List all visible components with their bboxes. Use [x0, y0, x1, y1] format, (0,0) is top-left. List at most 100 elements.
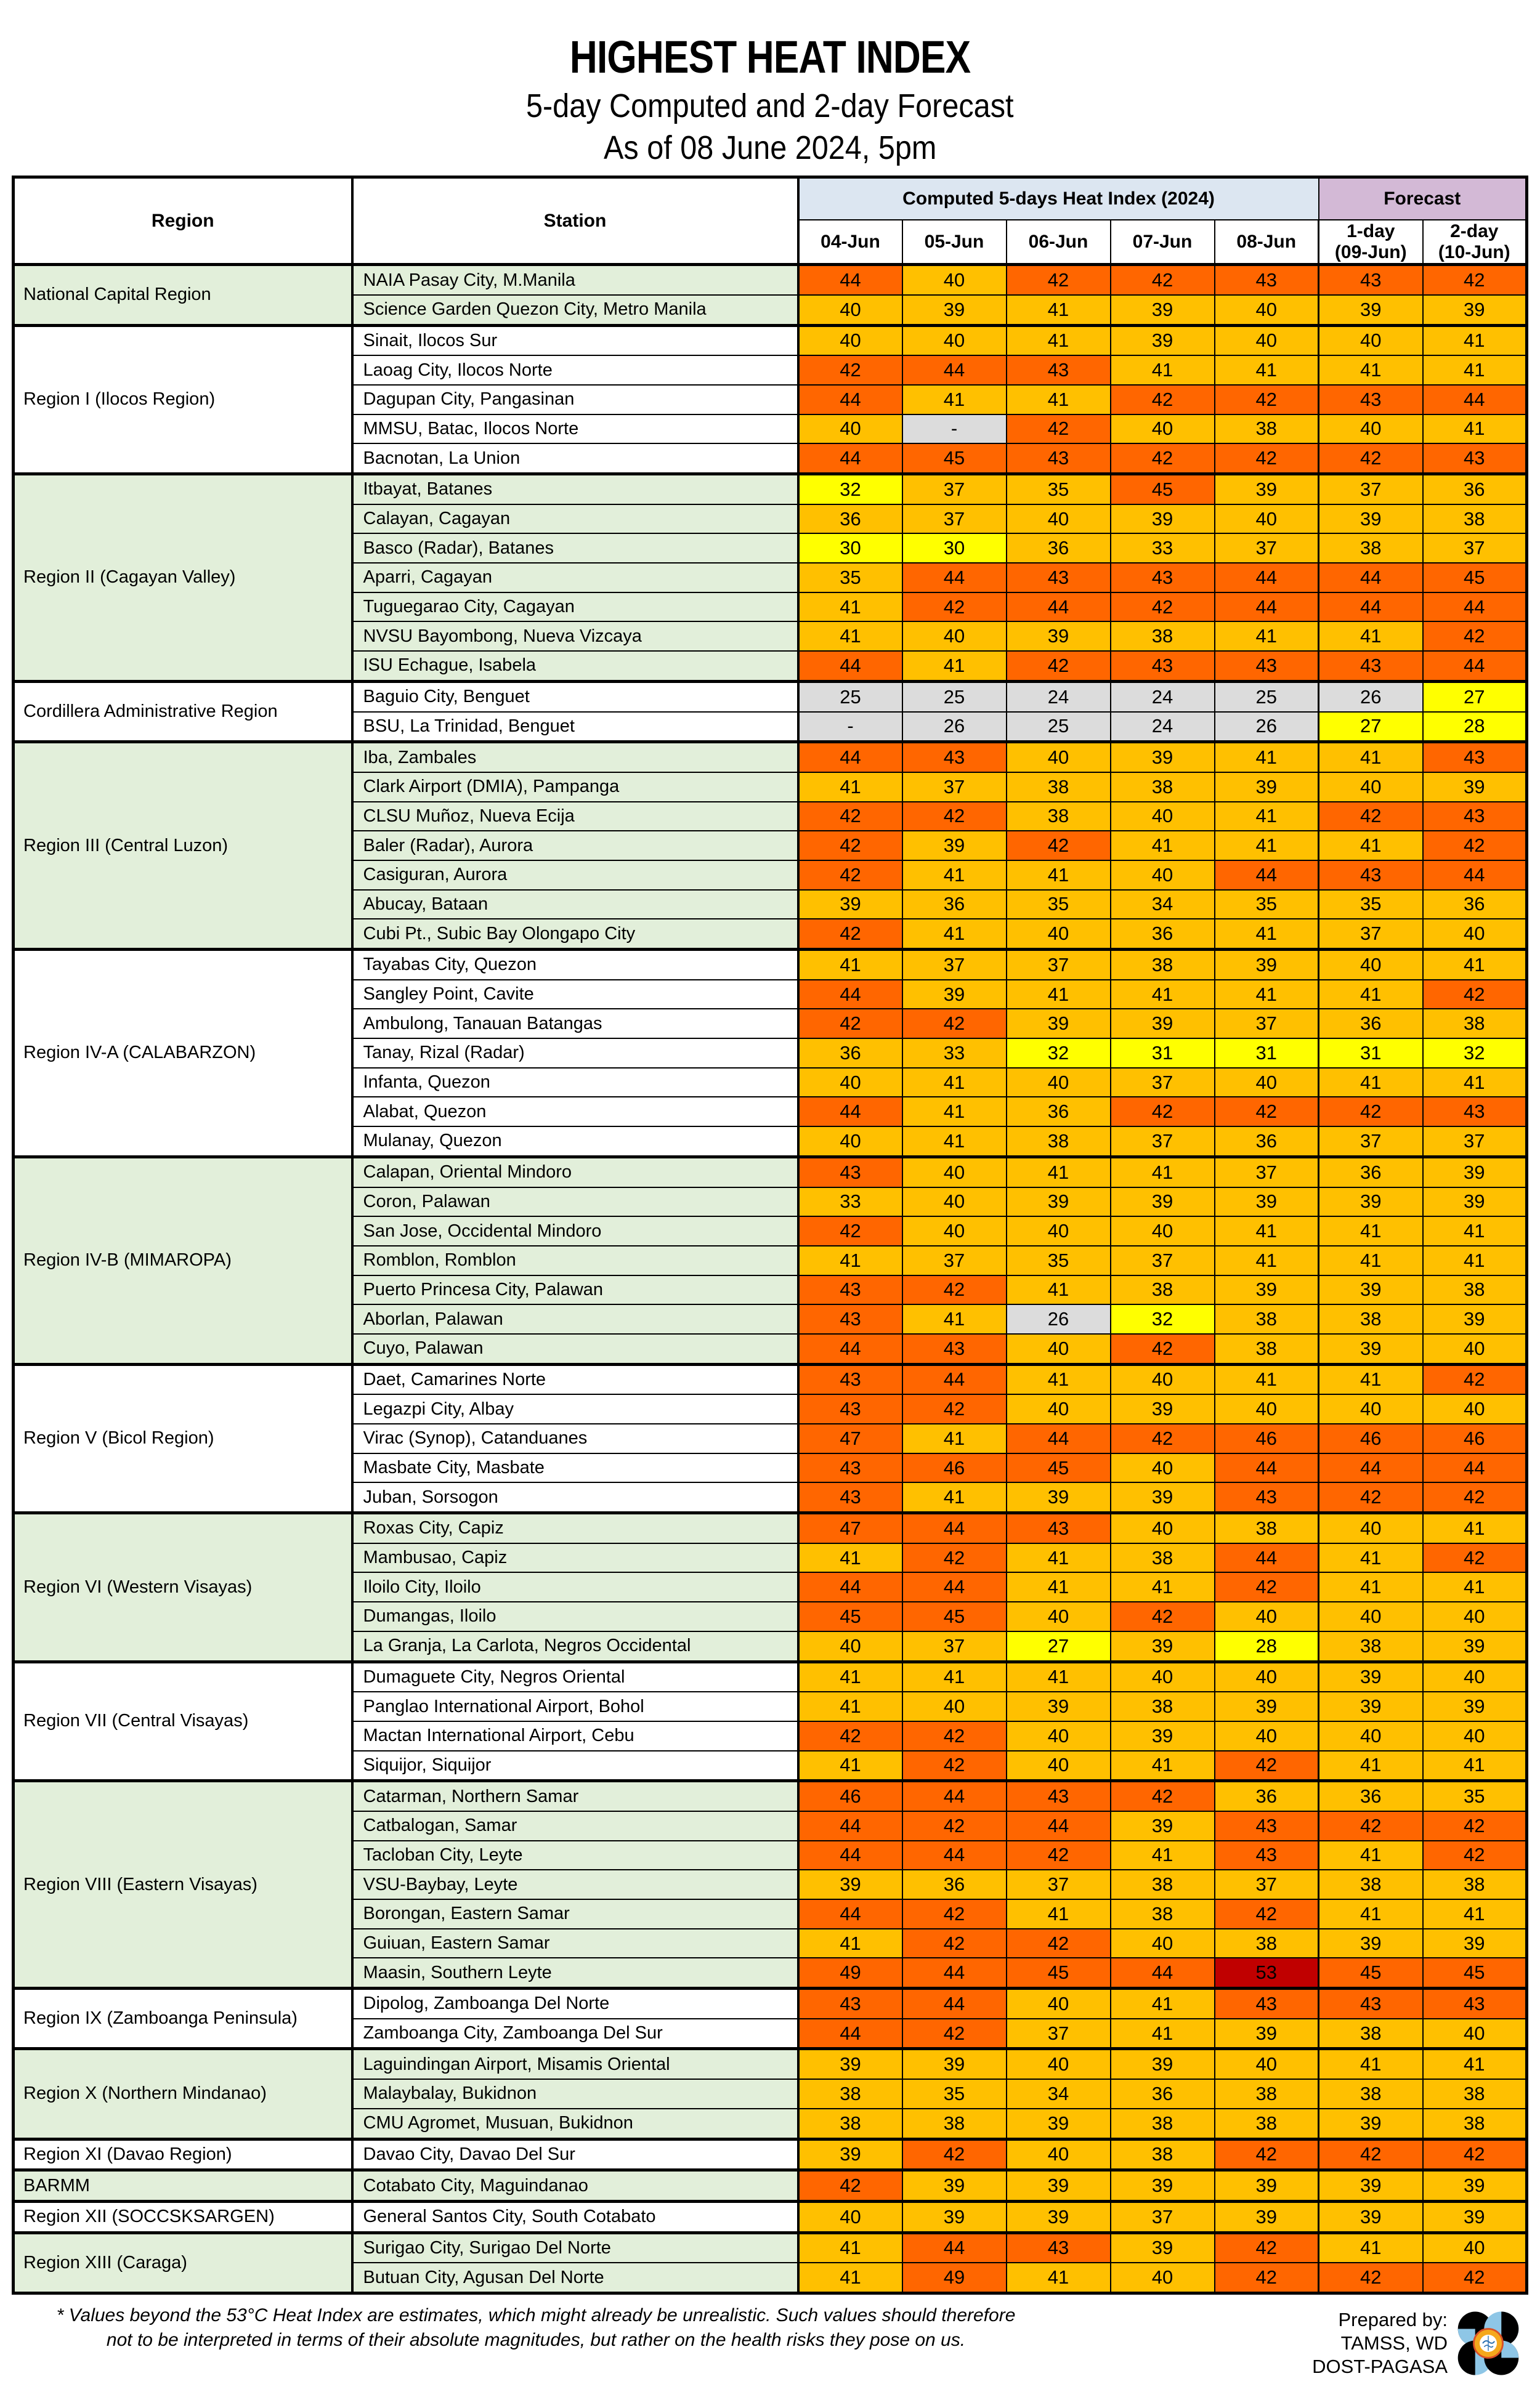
heat-index-value-cell: 37 [1422, 533, 1528, 564]
table-body: National Capital Region NAIA Pasay City, … [12, 263, 1528, 2294]
table-row: Siquijor, Siquijor 41 42 40 41 42 41 41 [14, 1750, 1528, 1782]
station-cell: Siquijor, Siquijor [351, 1750, 800, 1782]
heat-index-value-cell: 35 [1318, 889, 1424, 920]
heat-index-value-cell: 42 [1109, 591, 1215, 623]
heat-index-value-cell: 42 [901, 2018, 1007, 2050]
table-row: Catbalogan, Samar 44 42 44 39 43 42 42 [14, 1810, 1528, 1841]
heat-index-value-cell: 53 [1214, 1957, 1319, 1989]
heat-index-value-cell: - [796, 711, 903, 743]
heat-index-value-cell: 42 [1109, 263, 1215, 296]
heat-index-value-cell: 43 [796, 1274, 903, 1306]
table-row: Masbate City, Masbate 43 46 45 40 44 44 44 [14, 1452, 1528, 1484]
table-row: Region III (Central Luzon) Iba, Zambales 4… [12, 740, 1528, 950]
heat-index-value-cell: 39 [1109, 1810, 1215, 1841]
table-row: Casiguran, Aurora 42 41 41 40 44 43 44 [14, 859, 1528, 891]
station-cell: Tuguegarao City, Cagayan [351, 591, 800, 623]
heat-index-value-cell: 41 [1422, 1511, 1528, 1544]
table-row: Baler (Radar), Aurora 42 39 42 41 41 41 42 [14, 830, 1528, 861]
heat-index-value-cell: 39 [1005, 621, 1111, 652]
heat-index-value-cell: 42 [1109, 384, 1215, 415]
table-row: CMU Agromet, Musuan, Bukidnon 38 38 39 38 38 3… [14, 2107, 1528, 2140]
heat-index-value-cell: 44 [901, 1957, 1007, 1989]
heat-index-value-cell: 38 [1214, 1333, 1319, 1365]
station-cell: General Santos City, South Cotabato [351, 2199, 800, 2234]
heat-index-value-cell: 42 [796, 801, 903, 832]
table-row: Alabat, Quezon 44 41 36 42 42 42 43 [14, 1096, 1528, 1128]
heat-index-value-cell: 42 [1422, 2137, 1528, 2171]
heat-index-value-cell: 40 [1422, 1720, 1528, 1751]
heat-index-value-cell: 40 [796, 323, 903, 357]
heat-index-value-cell: 37 [1214, 1008, 1319, 1040]
heat-index-value-cell: 42 [1422, 1482, 1528, 1514]
station-cell: Science Garden Quezon City, Metro Manila [351, 294, 800, 326]
heat-index-value-cell: 43 [796, 1987, 903, 2019]
table-row: ISU Echague, Isabela 44 41 42 43 43 43 44 [14, 650, 1528, 682]
heat-index-value-cell: 38 [1109, 621, 1215, 652]
heat-index-value-cell: 39 [1318, 2168, 1424, 2202]
heat-index-value-cell: 40 [1318, 1394, 1424, 1424]
heat-index-value-cell: 40 [901, 1155, 1007, 1188]
heat-index-value-cell: 24 [1109, 679, 1215, 713]
region-cell: Region IX (Zamboanga Peninsula) [12, 1987, 354, 2050]
heat-index-value-cell: 39 [1422, 2168, 1528, 2202]
heat-index-value-cell: 38 [1109, 1274, 1215, 1306]
heat-index-value-cell: 41 [901, 1067, 1007, 1098]
station-cell: Clark Airport (DMIA), Pampanga [351, 771, 800, 802]
table-row: VSU-Baybay, Leyte 39 36 37 38 37 38 38 [14, 1869, 1528, 1900]
heat-index-value-cell: 40 [1214, 2047, 1319, 2080]
heat-index-value-cell: 27 [1422, 679, 1528, 713]
heat-index-value-cell: 42 [1005, 263, 1111, 296]
heat-index-value-cell: 40 [1109, 1928, 1215, 1959]
heat-index-value-cell: 40 [1109, 413, 1215, 445]
heat-index-value-cell: 39 [1422, 771, 1528, 802]
station-cell: Dagupan City, Pangasinan [351, 384, 800, 415]
heat-index-value-cell: 42 [901, 1928, 1007, 1959]
station-cell: Dumaguete City, Negros Oriental [351, 1660, 800, 1693]
heat-index-value-cell: 36 [1109, 918, 1215, 950]
station-cell: Iba, Zambales [351, 740, 800, 773]
heat-index-value-cell: 32 [1005, 1038, 1111, 1069]
heat-index-value-cell: 39 [796, 1869, 903, 1900]
heat-index-value-cell: 41 [1109, 1987, 1215, 2019]
heat-index-value-cell: 38 [1005, 801, 1111, 832]
heat-index-value-cell: 42 [901, 1274, 1007, 1306]
heat-index-value-cell: 38 [901, 2107, 1007, 2140]
heat-index-value-cell: 43 [1214, 1810, 1319, 1841]
table-row: Ambulong, Tanauan Batangas 42 42 39 39 37 36 38 [14, 1008, 1528, 1040]
heat-index-value-cell: 39 [1214, 771, 1319, 802]
heat-index-value-cell: 28 [1422, 711, 1528, 743]
heat-index-value-cell: 42 [1214, 1899, 1319, 1929]
heat-index-value-cell: 42 [1109, 1333, 1215, 1365]
station-column-header: Station [351, 176, 800, 266]
heat-index-value-cell: 42 [1422, 263, 1528, 296]
heat-index-value-cell: 39 [1422, 2199, 1528, 2234]
heat-index-value-cell: 46 [1214, 1423, 1319, 1454]
heat-index-value-cell: 38 [1422, 1869, 1528, 1900]
station-cell: Panglao International Airport, Bohol [351, 1691, 800, 1722]
heat-index-value-cell: 42 [901, 1899, 1007, 1929]
heat-index-value-cell: 44 [1005, 1810, 1111, 1841]
station-cell: Puerto Princesa City, Palawan [351, 1274, 800, 1306]
table-row: Abucay, Bataan 39 36 35 34 35 35 36 [14, 889, 1528, 920]
heat-index-value-cell: 41 [1109, 1572, 1215, 1603]
heat-index-value-cell: 41 [901, 1482, 1007, 1514]
table-row: Region V (Bicol Region) Daet, Camarines N… [12, 1362, 1528, 1514]
heat-index-value-cell: 42 [796, 859, 903, 891]
heat-index-value-cell: 41 [1005, 294, 1111, 326]
table-row: Infanta, Quezon 40 41 40 37 40 41 41 [14, 1067, 1528, 1098]
heat-index-value-cell: 41 [1005, 1542, 1111, 1574]
heat-index-value-cell: 40 [1005, 2047, 1111, 2080]
heat-index-value-cell: 38 [1318, 2018, 1424, 2050]
table-row: BARMM Cotabato City, Maguindanao 42 39 39 39 3… [12, 2168, 1528, 2202]
station-cell: Romblon, Romblon [351, 1245, 800, 1276]
heat-index-value-cell: 40 [1318, 323, 1424, 357]
heat-index-value-cell: 41 [1318, 2231, 1424, 2264]
heat-index-value-cell: 43 [796, 1155, 903, 1188]
heat-index-value-cell: 41 [796, 1750, 903, 1782]
heat-index-value-cell: 42 [1318, 2262, 1424, 2294]
heat-index-value-cell: 41 [1318, 1216, 1424, 1246]
heat-index-value-cell: 40 [1109, 859, 1215, 891]
station-cell: Abucay, Bataan [351, 889, 800, 920]
region-column-header: Region [12, 176, 354, 266]
heat-index-value-cell: 38 [1214, 1511, 1319, 1544]
